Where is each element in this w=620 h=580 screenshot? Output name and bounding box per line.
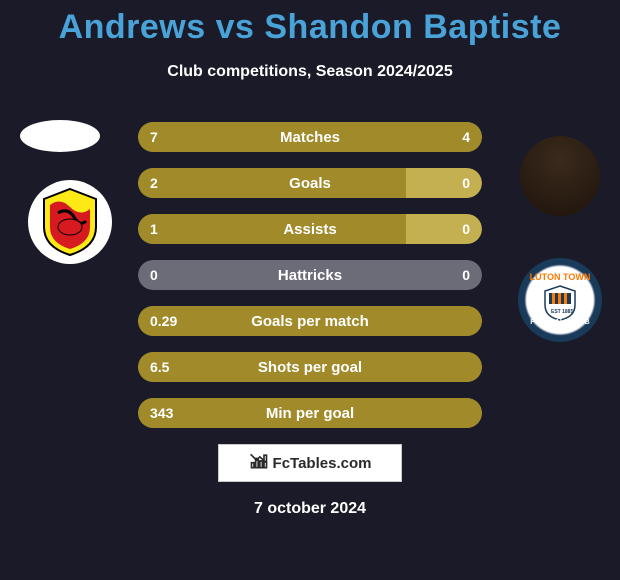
svg-text:EST 1885: EST 1885: [551, 309, 573, 315]
page-title: Andrews vs Shandon Baptiste: [0, 0, 620, 47]
player-right-avatar: [520, 136, 600, 216]
stat-row: 343Min per goal: [138, 398, 482, 428]
player-left-avatar: [20, 120, 100, 152]
stat-row: 00Hattricks: [138, 260, 482, 290]
club-right-crest: LUTON TOWN EST 1885 FOOTBALL CLUB: [518, 258, 602, 342]
stat-label: Shots per goal: [138, 352, 482, 382]
stat-label: Min per goal: [138, 398, 482, 428]
stat-label: Goals per match: [138, 306, 482, 336]
date-label: 7 october 2024: [0, 500, 620, 518]
club-left-crest: [28, 180, 112, 264]
stat-label: Assists: [138, 214, 482, 244]
stat-label: Goals: [138, 168, 482, 198]
stat-label: Matches: [138, 122, 482, 152]
chart-icon: [249, 451, 269, 475]
page-subtitle: Club competitions, Season 2024/2025: [0, 63, 620, 81]
stats-area: 74Matches 20Goals 10Assists 00Hattricks 0.29…: [138, 122, 482, 444]
site-badge[interactable]: FcTables.com: [218, 444, 402, 482]
stat-row: 74Matches: [138, 122, 482, 152]
stat-row: 20Goals: [138, 168, 482, 198]
stat-label: Hattricks: [138, 260, 482, 290]
stat-row: 6.5Shots per goal: [138, 352, 482, 382]
site-badge-label: FcTables.com: [273, 455, 372, 472]
stat-row: 10Assists: [138, 214, 482, 244]
stat-row: 0.29Goals per match: [138, 306, 482, 336]
